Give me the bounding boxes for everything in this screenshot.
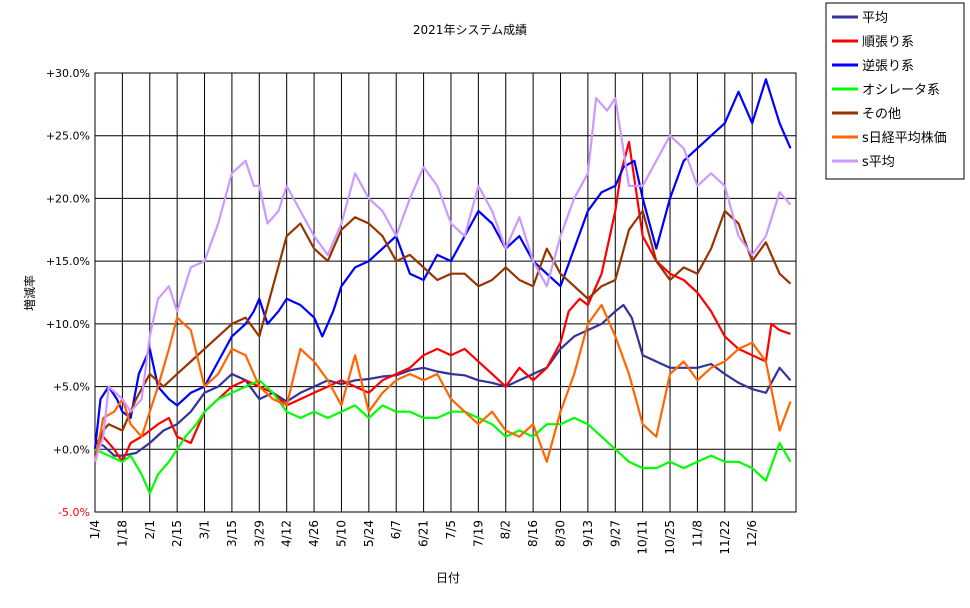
x-tick-label: 8/16	[526, 520, 540, 547]
y-tick-label: +5.0%	[53, 381, 90, 394]
y-tick-label: +25.0%	[46, 130, 90, 143]
y-axis-tick-labels: -5.0% +0.0% +5.0% +10.0% +15.0% +20.0% +25.0% +…	[46, 67, 90, 519]
x-tick-label: 8/2	[499, 520, 513, 539]
x-axis-tick-labels: 1/4 1/18 2/1 2/15 3/1 3/15 3/29 4/12 4/26 5/10 5/2…	[88, 520, 759, 555]
y-tick-label: -5.0%	[58, 506, 90, 519]
series-line-5	[93, 303, 792, 463]
x-tick-label: 3/15	[225, 520, 239, 547]
x-tick-label: 11/8	[690, 520, 704, 547]
legend-label: s日経平均株価	[862, 131, 947, 146]
x-tick-label: 2/15	[170, 520, 184, 547]
series-line-3	[94, 379, 792, 495]
x-tick-label: 1/4	[88, 520, 102, 539]
x-tick-label: 3/1	[198, 520, 212, 539]
y-tick-label: +15.0%	[46, 255, 90, 268]
x-tick-label: 8/30	[554, 520, 568, 547]
legend-label: s平均	[862, 155, 895, 170]
series-lines	[93, 78, 792, 495]
x-tick-label: 7/19	[471, 520, 485, 547]
y-tick-label: +30.0%	[46, 67, 90, 80]
chart-title: 2021年システム成績	[413, 23, 527, 37]
y-tick-label: +10.0%	[46, 318, 90, 331]
x-tick-label: 10/11	[636, 520, 650, 555]
x-tick-label: 1/18	[115, 520, 129, 547]
legend-label: その他	[862, 107, 901, 122]
plot-area	[94, 72, 797, 513]
series-line-0	[94, 303, 792, 457]
x-tick-label: 6/21	[417, 520, 431, 547]
legend-label: 順張り系	[862, 35, 914, 50]
x-axis-label: 日付	[436, 571, 460, 585]
x-tick-label: 2/1	[143, 520, 157, 539]
series-line-2	[93, 78, 792, 450]
x-tick-label: 4/26	[307, 520, 321, 547]
x-tick-label: 9/13	[581, 520, 595, 547]
x-tick-label: 10/25	[663, 520, 677, 555]
legend-label: 平均	[862, 11, 888, 26]
legend-label: 逆張り系	[862, 58, 914, 74]
x-tick-label: 5/10	[334, 520, 348, 547]
series-line-4	[93, 209, 792, 463]
y-axis-label: 増減率	[22, 275, 37, 311]
y-tick-label: +0.0%	[53, 443, 90, 456]
legend-box	[825, 2, 965, 180]
y-tick-label: +20.0%	[46, 192, 90, 205]
x-tick-label: 4/12	[280, 520, 294, 547]
series-line-6	[93, 96, 792, 463]
x-tick-label: 3/29	[252, 520, 266, 547]
x-tick-label: 12/6	[745, 520, 759, 547]
x-tick-label: 5/24	[362, 520, 376, 547]
x-tick-label: 6/7	[389, 520, 403, 539]
legend-label: オシレータ系	[862, 83, 940, 98]
plot-border	[94, 72, 797, 513]
x-tick-label: 11/22	[718, 520, 732, 555]
gridlines	[95, 73, 796, 512]
x-tick-label: 9/27	[608, 520, 622, 547]
x-tick-label: 7/5	[444, 520, 458, 539]
